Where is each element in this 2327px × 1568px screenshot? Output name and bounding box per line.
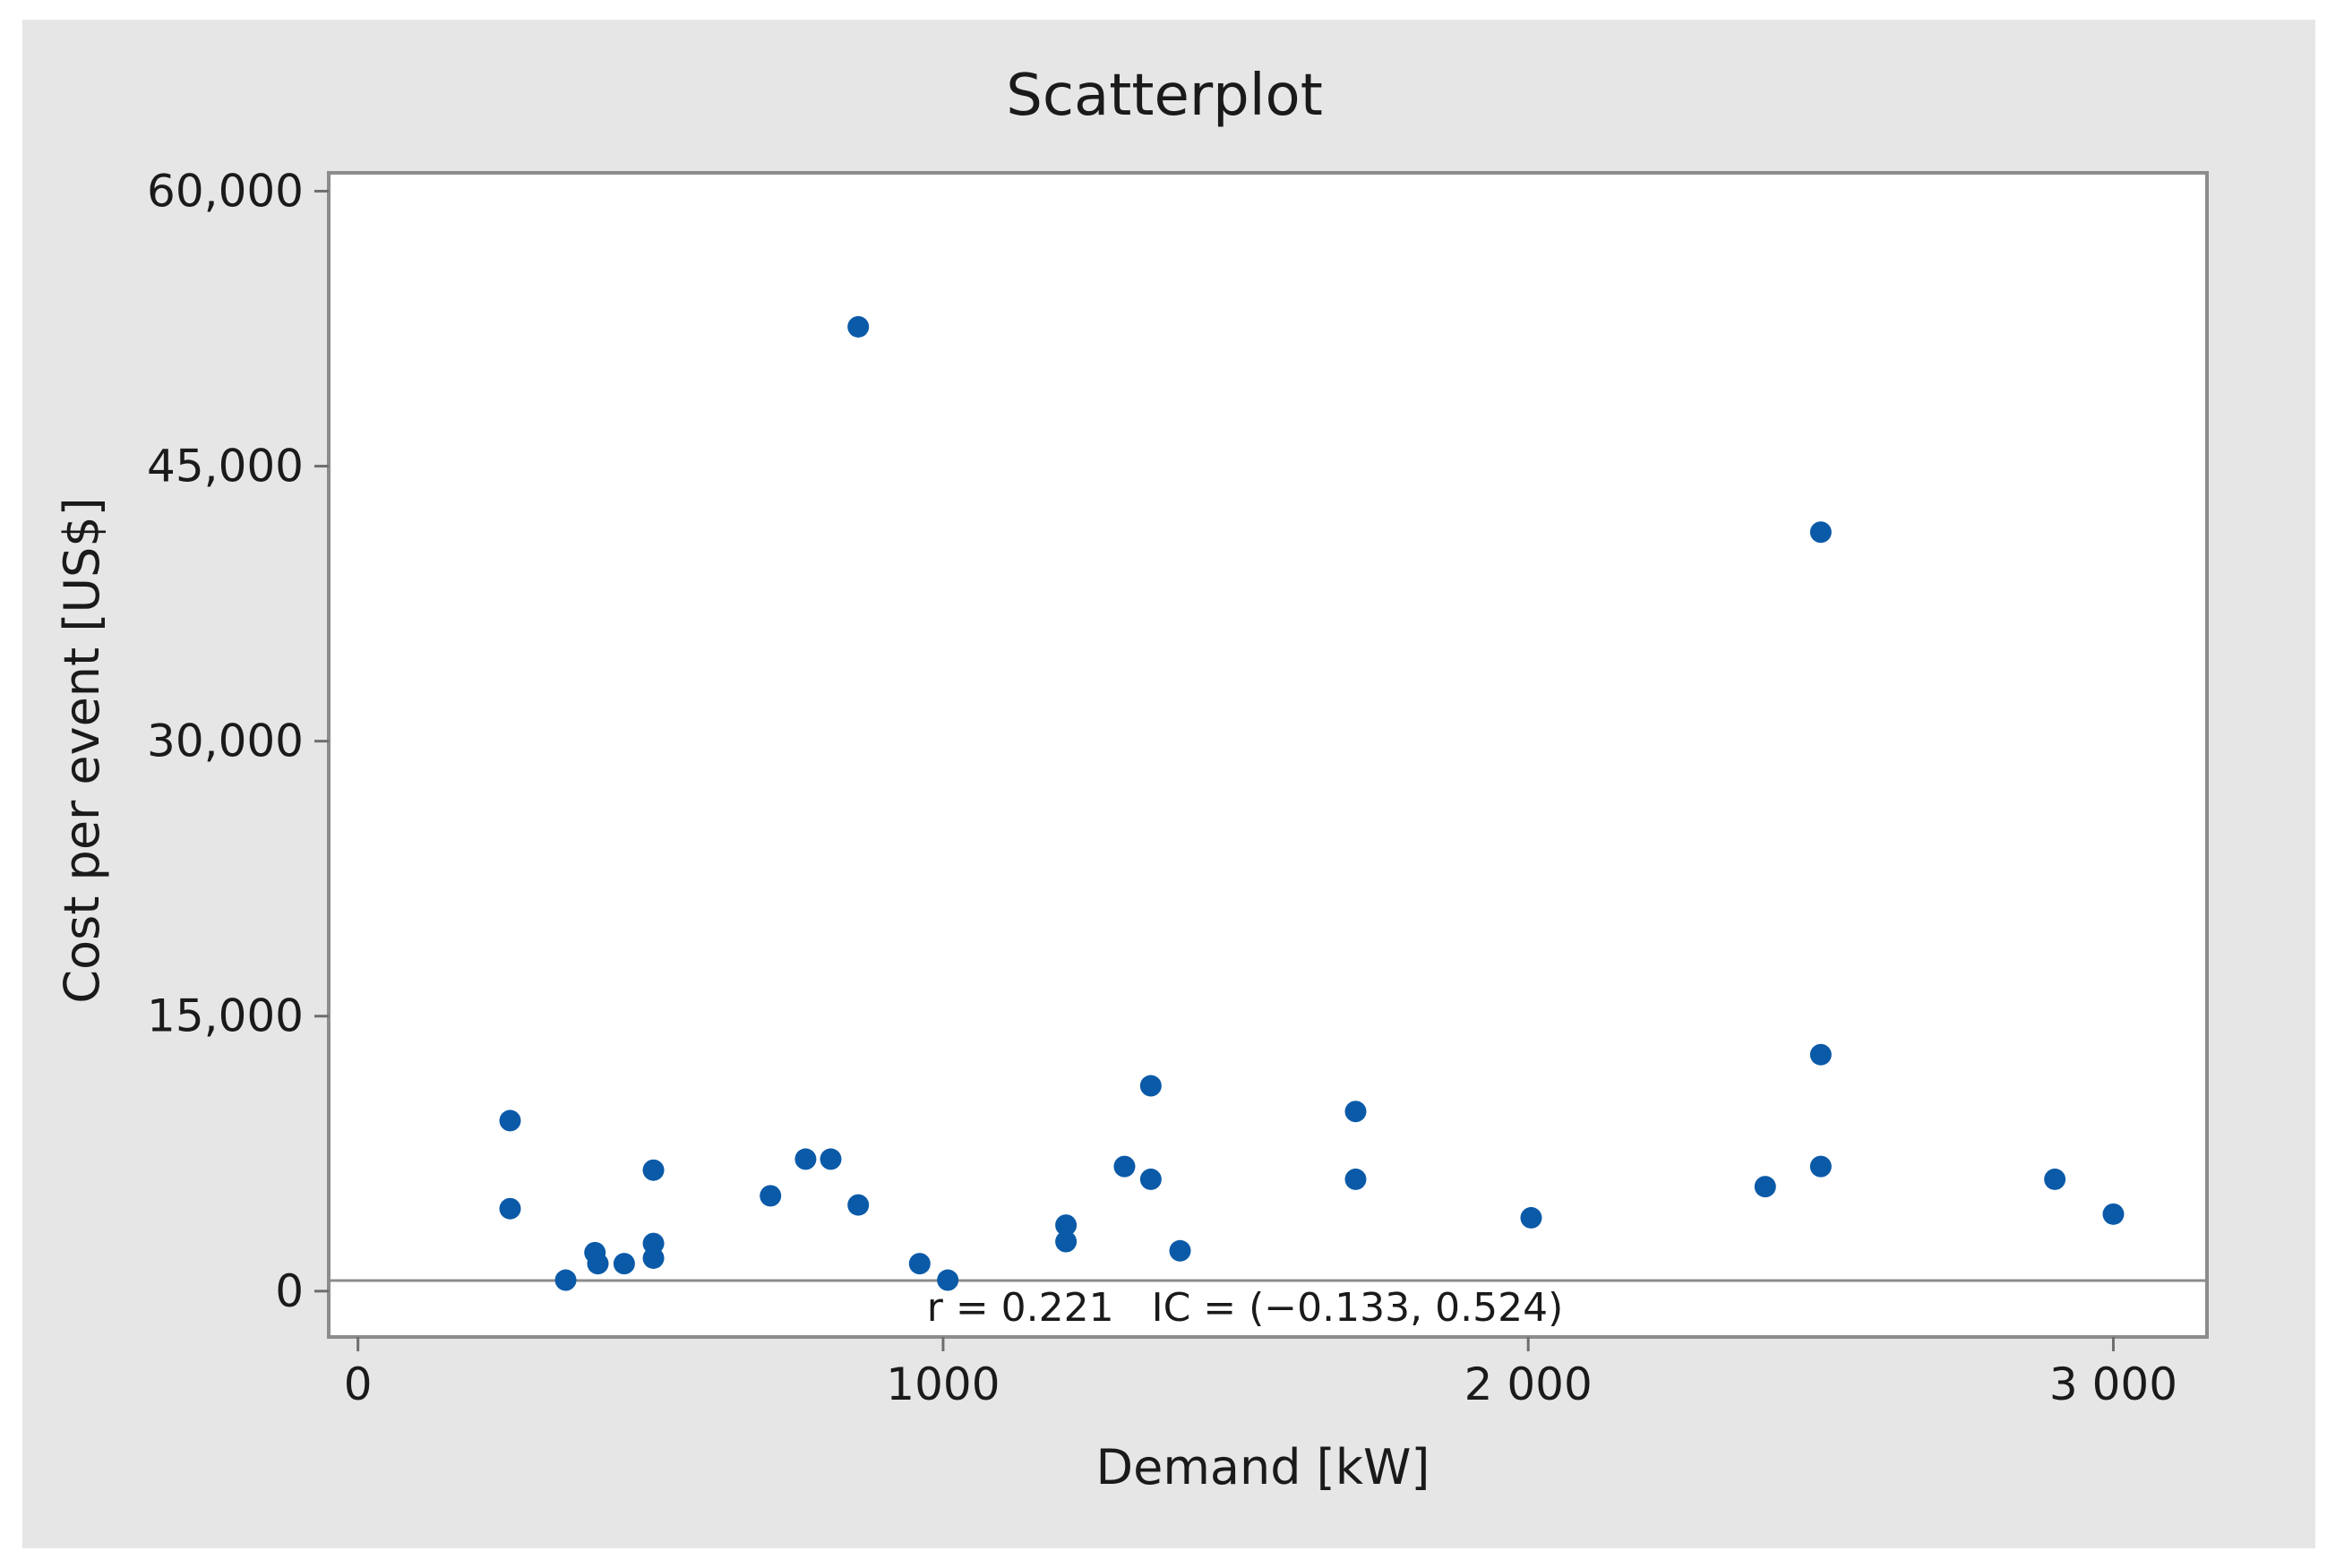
data-point [1520,1206,1542,1229]
y-axis-label: Cost per event [US$] [54,497,110,1003]
data-point [2044,1168,2066,1190]
data-point [1344,1168,1367,1190]
y-tick-label: 15,000 [147,990,304,1042]
data-point [642,1247,665,1269]
data-point [1169,1239,1191,1262]
data-point [847,315,870,338]
data-point [1113,1155,1136,1178]
y-tick-label: 30,000 [147,715,304,767]
chart-title: Scatterplot [1006,63,1323,129]
data-point [760,1185,782,1207]
data-point [1055,1214,1078,1237]
data-point [908,1253,931,1275]
data-point [1344,1101,1367,1123]
data-point [1809,521,1832,544]
data-point [499,1197,521,1220]
data-point [1055,1230,1078,1253]
y-tick-label: 0 [275,1265,304,1317]
plot-area [327,171,2209,1339]
x-axis-label: Demand [kW] [1096,1439,1430,1495]
data-point [1809,1155,1832,1178]
data-points [499,315,2125,1291]
data-point [499,1110,521,1132]
data-point [1139,1168,1162,1190]
data-point [587,1253,609,1275]
data-point [1139,1075,1162,1097]
data-point [554,1269,577,1291]
y-tick-label: 60,000 [147,165,304,217]
y-tick-label: 45,000 [147,441,304,493]
data-point [642,1159,665,1181]
x-tick-label: 2 000 [1464,1358,1593,1410]
x-tick-label: 0 [344,1358,373,1410]
data-point [1754,1176,1776,1198]
x-tick-label: 1000 [886,1358,1000,1410]
data-point [847,1194,870,1216]
data-point [2102,1203,2125,1225]
data-point [820,1148,842,1170]
x-axis-ticks: 0 1000 2 000 3 000 [344,1337,2177,1410]
correlation-annotation: r = 0.221 IC = (−0.133, 0.524) [927,1285,1564,1331]
data-point [613,1253,635,1275]
data-point [794,1148,817,1170]
data-point [1809,1043,1832,1066]
y-axis-ticks: 0 15,000 30,000 45,000 60,000 [147,165,329,1317]
data-point [937,1269,959,1291]
x-tick-label: 3 000 [2049,1358,2177,1410]
